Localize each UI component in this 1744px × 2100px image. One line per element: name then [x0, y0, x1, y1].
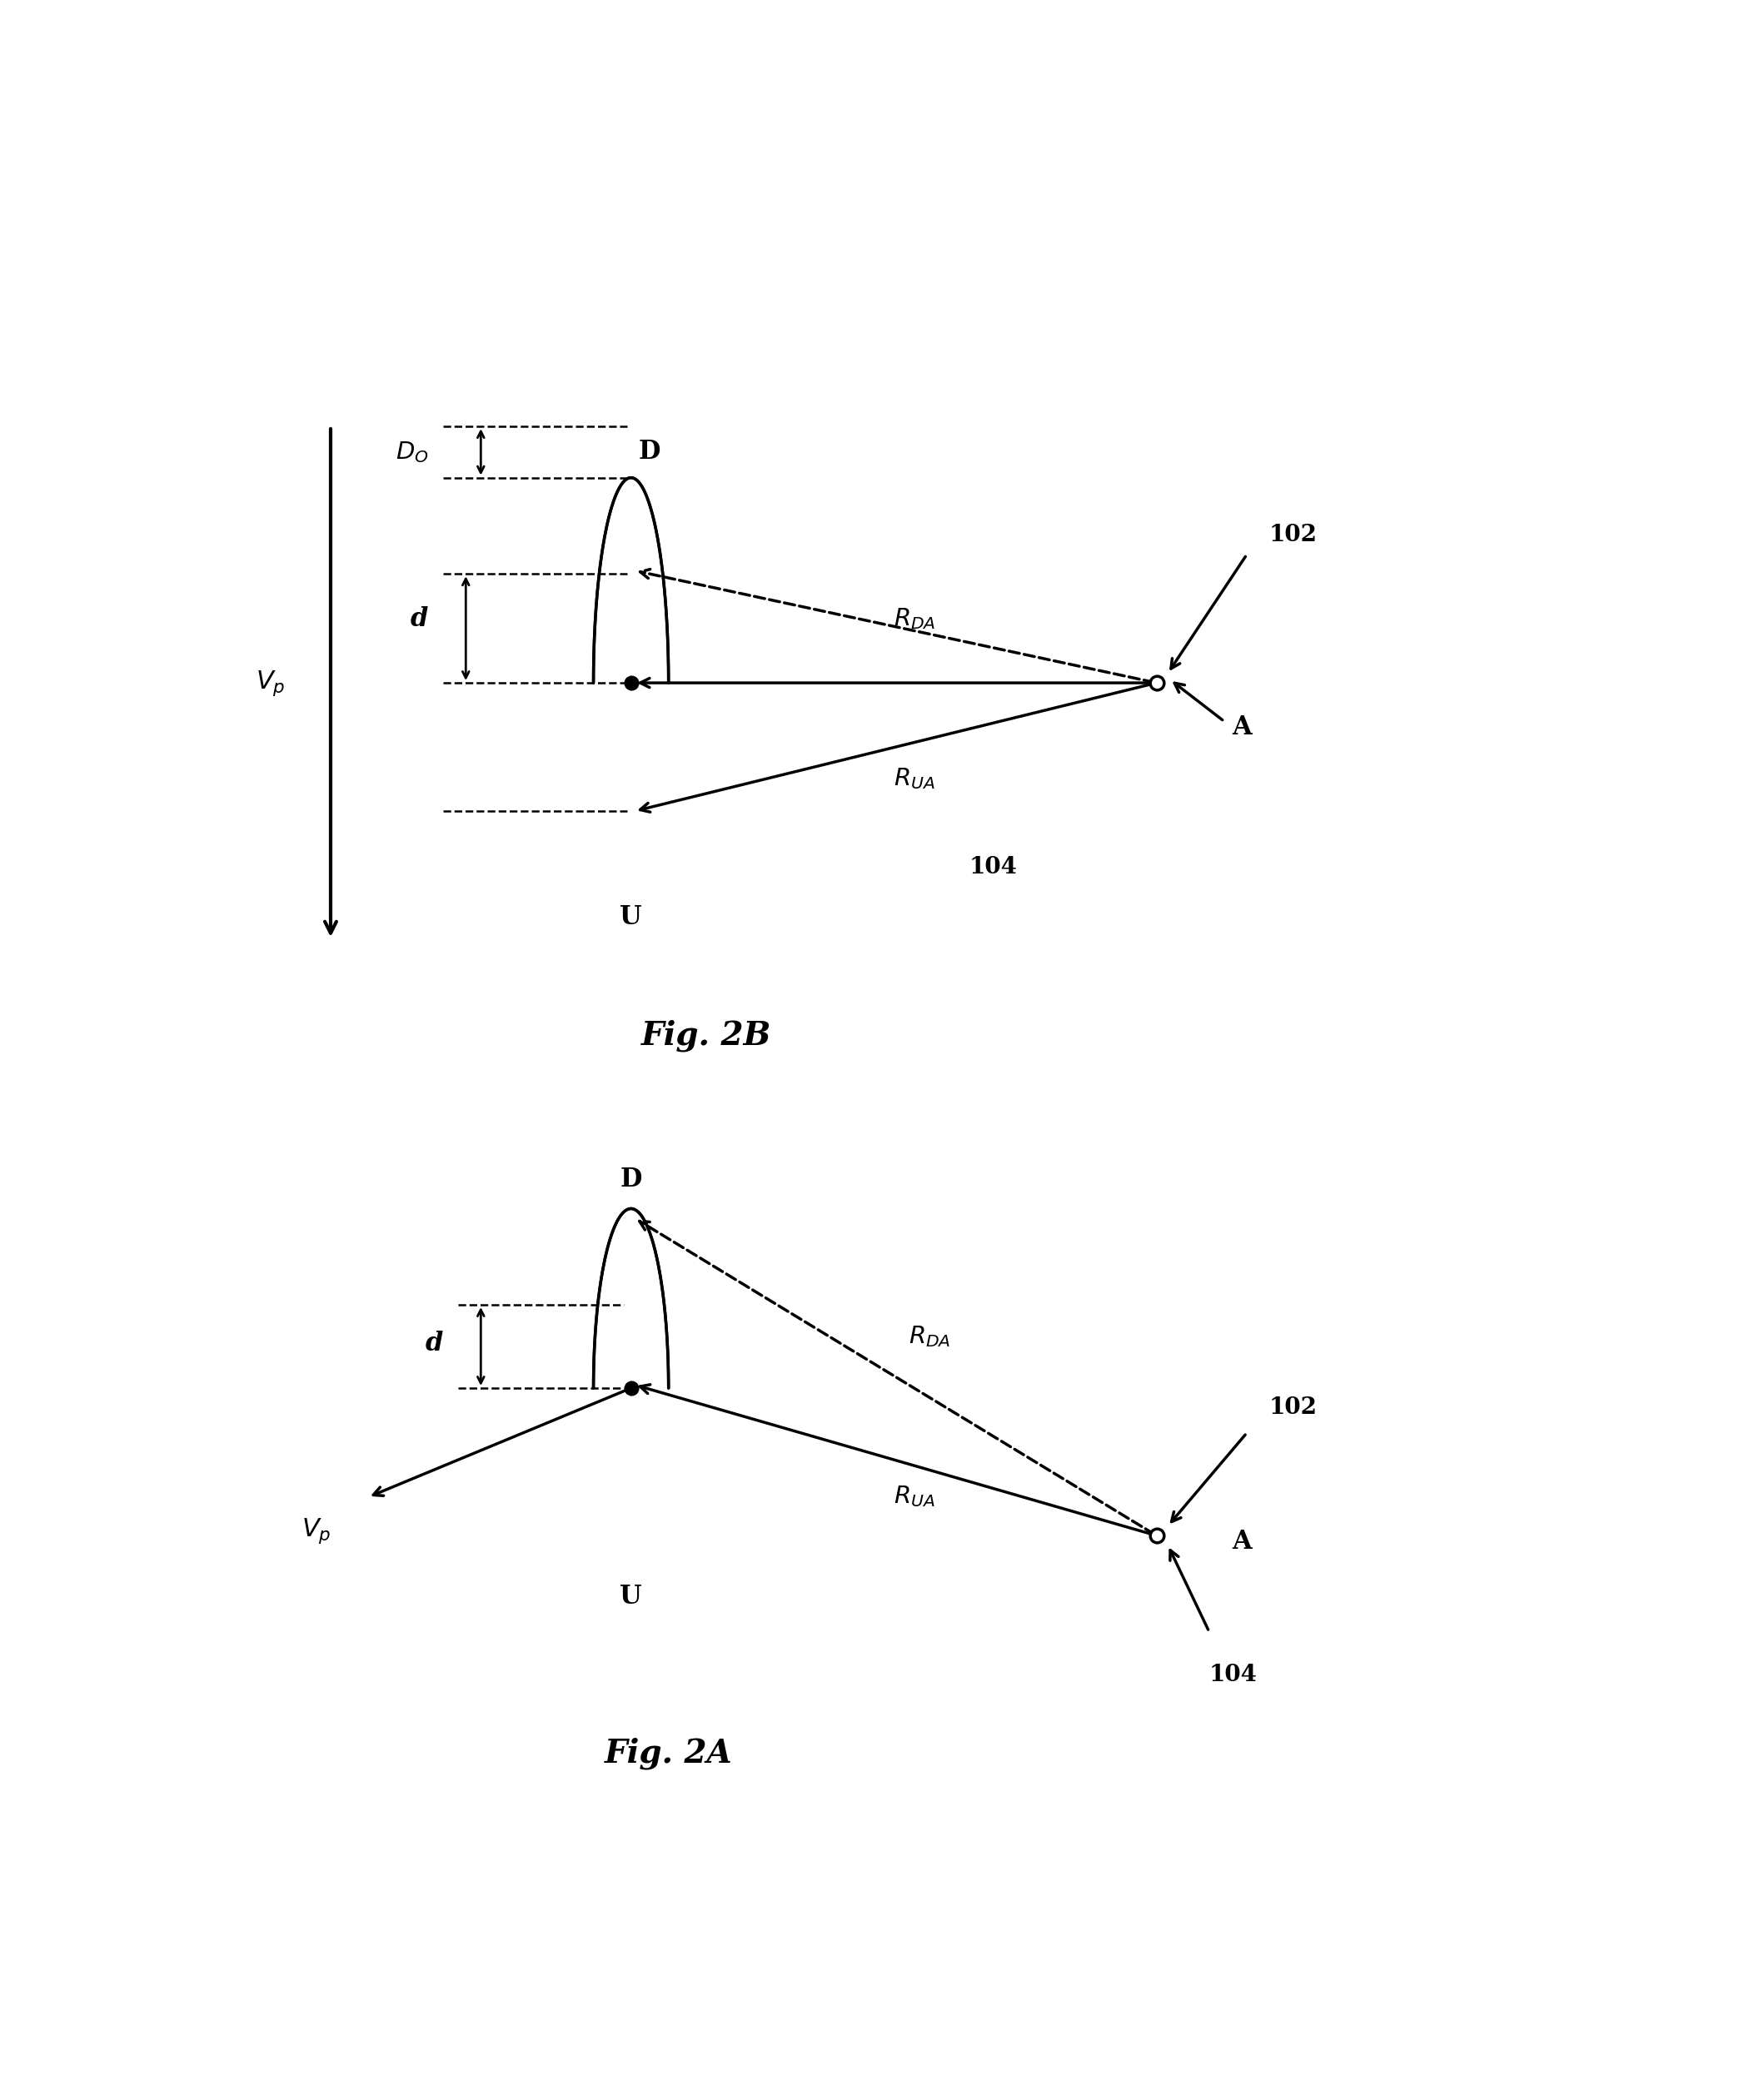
- Text: D: D: [621, 1168, 642, 1193]
- Text: d: d: [410, 605, 429, 632]
- Text: 102: 102: [1270, 525, 1317, 546]
- Text: D: D: [638, 439, 661, 464]
- Text: U: U: [619, 905, 642, 930]
- Text: $R_{DA}$: $R_{DA}$: [893, 607, 937, 632]
- Text: U: U: [619, 1583, 642, 1609]
- Text: $R_{DA}$: $R_{DA}$: [909, 1325, 950, 1348]
- Text: 104: 104: [970, 857, 1017, 878]
- Text: A: A: [1231, 714, 1252, 741]
- Text: A: A: [1231, 1529, 1252, 1554]
- Text: Fig. 2B: Fig. 2B: [642, 1019, 771, 1052]
- Text: $D_O$: $D_O$: [396, 439, 429, 464]
- Text: Fig. 2A: Fig. 2A: [605, 1737, 732, 1770]
- Text: $V_p$: $V_p$: [302, 1516, 331, 1546]
- Text: 104: 104: [1209, 1663, 1257, 1686]
- Text: $R_{UA}$: $R_{UA}$: [893, 1485, 935, 1510]
- Text: $V_p$: $V_p$: [256, 668, 286, 697]
- Text: d: d: [426, 1329, 443, 1357]
- Text: 102: 102: [1270, 1397, 1317, 1420]
- Text: $R_{UA}$: $R_{UA}$: [893, 766, 935, 792]
